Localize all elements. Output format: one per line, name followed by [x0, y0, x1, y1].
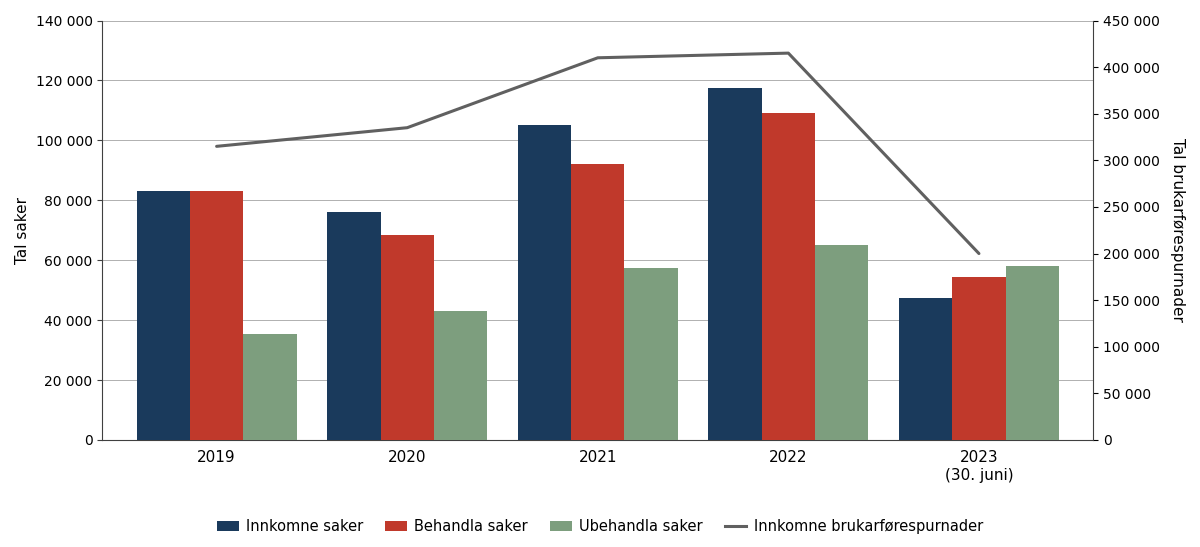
- Line: Innkomne brukarførespurnader: Innkomne brukarførespurnader: [217, 53, 979, 253]
- Innkomne brukarførespurnader: [210, 143, 224, 150]
- Bar: [815, 245, 869, 440]
- Bar: [380, 235, 434, 440]
- Bar: [624, 267, 678, 440]
- Innkomne brukarførespurnader: [590, 55, 605, 61]
- Innkomne brukarførespurnader: [781, 50, 796, 56]
- Legend: Innkomne saker, Behandla saker, Ubehandla saker, Innkomne brukarførespurnader: Innkomne saker, Behandla saker, Ubehandl…: [211, 513, 989, 540]
- Bar: [244, 334, 296, 440]
- Bar: [328, 212, 380, 440]
- Bar: [190, 191, 244, 440]
- Innkomne brukarførespurnader: [400, 124, 414, 131]
- Bar: [434, 311, 487, 440]
- Bar: [899, 298, 953, 440]
- Bar: [517, 125, 571, 440]
- Bar: [1006, 266, 1058, 440]
- Y-axis label: Tal saker: Tal saker: [14, 197, 30, 264]
- Bar: [953, 277, 1006, 440]
- Bar: [708, 88, 762, 440]
- Innkomne brukarførespurnader: [972, 250, 986, 257]
- Y-axis label: Tal brukarførespurnader: Tal brukarførespurnader: [1170, 138, 1186, 322]
- Bar: [571, 164, 624, 440]
- Bar: [762, 113, 815, 440]
- Bar: [137, 191, 190, 440]
